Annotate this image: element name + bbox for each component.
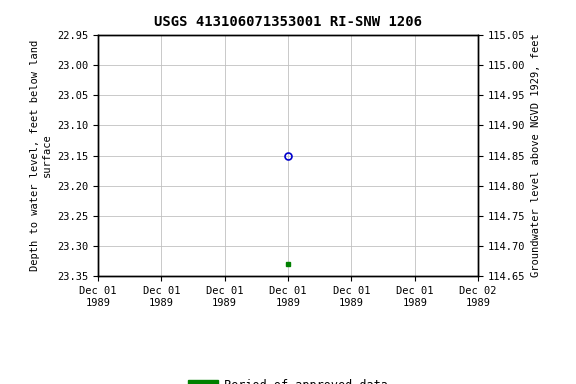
Title: USGS 413106071353001 RI-SNW 1206: USGS 413106071353001 RI-SNW 1206 bbox=[154, 15, 422, 29]
Y-axis label: Groundwater level above NGVD 1929, feet: Groundwater level above NGVD 1929, feet bbox=[531, 34, 541, 277]
Legend: Period of approved data: Period of approved data bbox=[184, 374, 392, 384]
Y-axis label: Depth to water level, feet below land
surface: Depth to water level, feet below land su… bbox=[30, 40, 51, 271]
